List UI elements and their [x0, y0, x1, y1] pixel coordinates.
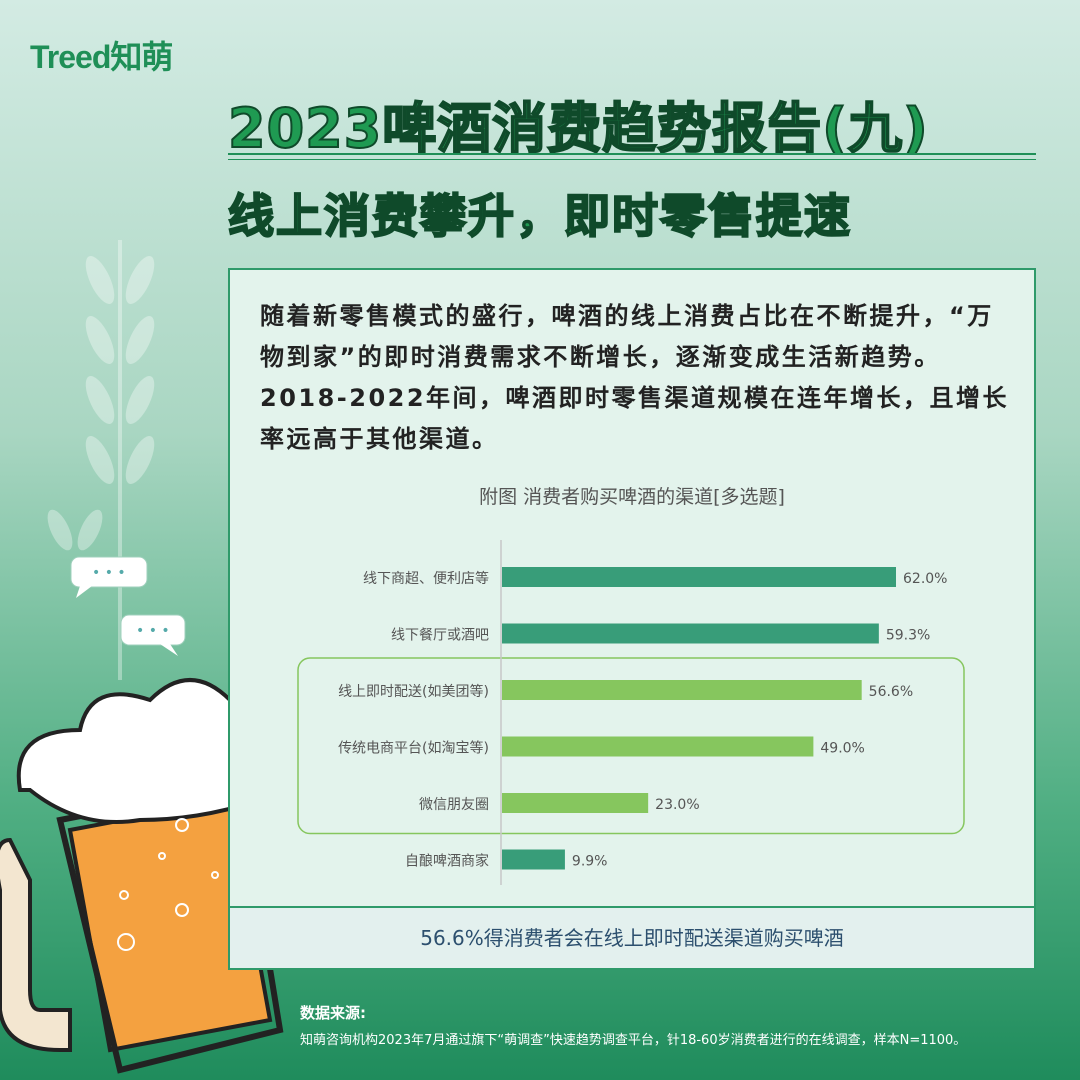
wheat-decoration	[47, 240, 155, 680]
chat-bubble-icon: • • •	[70, 556, 148, 598]
category-label: 线下商超、便利店等	[363, 570, 489, 587]
divider	[228, 153, 1036, 155]
intro-text: 随着新零售模式的盛行，啤酒的线上消费占比在不断提升，“万物到家”的即时消费需求不…	[260, 302, 1010, 453]
data-label: 56.6%	[869, 684, 913, 700]
source-text: 知萌咨询机构2023年7月通过旗下“萌调查”快速趋势调查平台，针18-60岁消费…	[300, 1033, 967, 1048]
data-label: 49.0%	[820, 741, 864, 757]
divider	[228, 159, 1036, 160]
data-label: 23.0%	[655, 797, 699, 813]
data-label: 9.9%	[572, 854, 608, 870]
beer-mug-illustration	[0, 678, 284, 1074]
highlight-box	[297, 657, 965, 835]
svg-text:• • •: • • •	[92, 565, 126, 581]
bar	[502, 567, 896, 587]
data-label: 59.3%	[886, 628, 930, 644]
category-label: 传统电商平台(如淘宝等)	[338, 740, 489, 757]
data-label: 62.0%	[903, 571, 947, 587]
page-subtitle: 线上消费攀升，即时零售提速	[227, 188, 852, 244]
highlight-banner: 56.6%得消费者会在线上即时配送渠道购买啤酒	[230, 906, 1034, 968]
bar	[502, 849, 565, 870]
content-card: 随着新零售模式的盛行，啤酒的线上消费占比在不断提升，“万物到家”的即时消费需求不…	[228, 268, 1036, 970]
bar	[502, 736, 814, 757]
data-source: 数据来源: 知萌咨询机构2023年7月通过旗下“萌调查”快速趋势调查平台，针18…	[300, 1002, 966, 1048]
bar	[502, 680, 862, 700]
svg-text:• • •: • • •	[136, 623, 170, 639]
bar	[502, 793, 649, 813]
category-label: 线下餐厅或酒吧	[391, 628, 489, 644]
logo: Treed知萌	[30, 39, 173, 75]
source-label: 数据来源:	[300, 1004, 366, 1022]
category-label: 自酿啤酒商家	[405, 853, 489, 870]
category-label: 线上即时配送(如美团等)	[338, 683, 489, 700]
category-label: 微信朋友圈	[419, 797, 489, 813]
chart-title: 附图 消费者购买啤酒的渠道[多选题]	[479, 486, 785, 508]
bar-chart: 线下商超、便利店等 62.0% 线下餐厅或酒吧 59.3% 线上即时配送(如美团等) 56…	[297, 540, 965, 885]
chat-bubble-icon: • • •	[120, 614, 186, 656]
page-title: 2023啤酒消费趋势报告(九)	[227, 96, 929, 161]
bar	[502, 623, 879, 644]
